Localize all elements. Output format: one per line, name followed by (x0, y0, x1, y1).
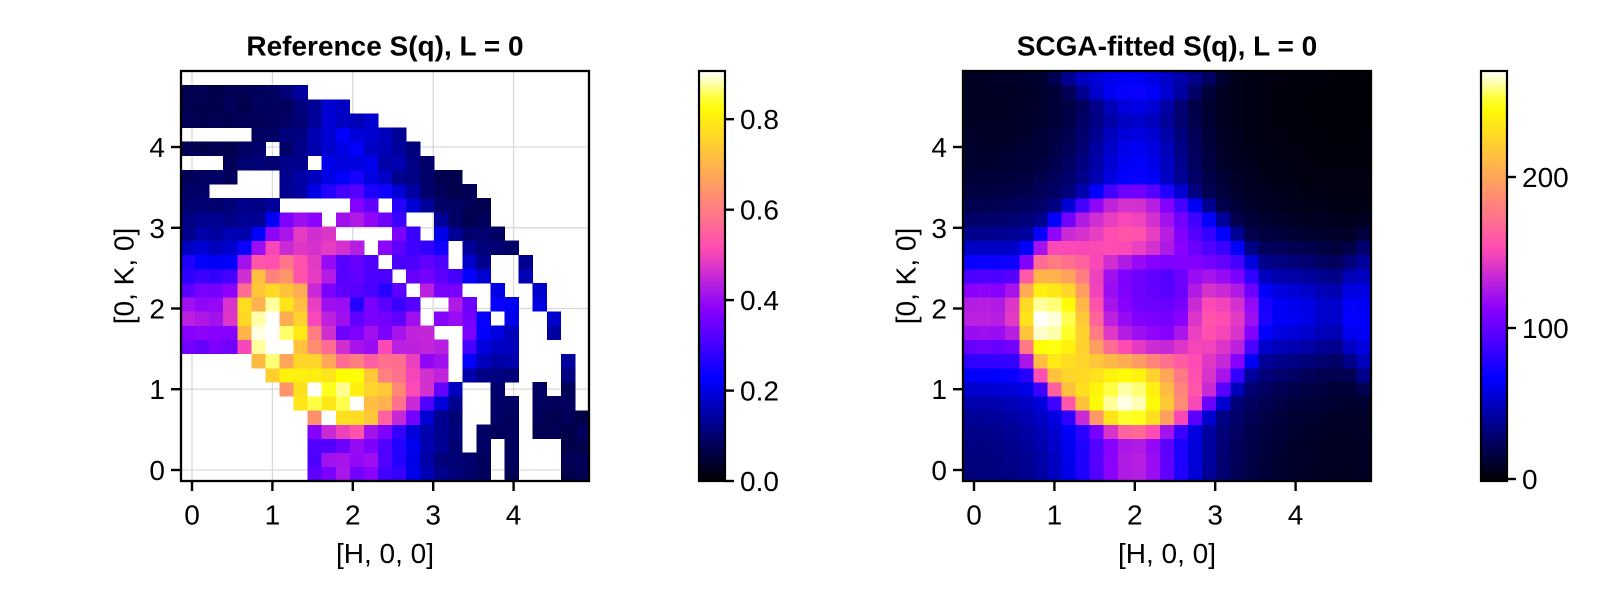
svg-text:3: 3 (1207, 500, 1223, 531)
svg-text:2: 2 (345, 500, 361, 531)
svg-text:4: 4 (1288, 500, 1304, 531)
svg-text:1: 1 (265, 500, 281, 531)
svg-text:0: 0 (966, 500, 982, 531)
svg-text:4: 4 (149, 132, 165, 163)
svg-text:3: 3 (425, 500, 441, 531)
svg-text:[0, K, 0]: [0, K, 0] (109, 228, 140, 325)
svg-text:4: 4 (931, 132, 947, 163)
svg-text:0: 0 (1522, 464, 1538, 495)
svg-text:0.0: 0.0 (740, 466, 779, 497)
svg-text:SCGA-fitted S(q), L = 0: SCGA-fitted S(q), L = 0 (1017, 31, 1318, 62)
svg-text:1: 1 (1047, 500, 1063, 531)
svg-text:0.6: 0.6 (740, 195, 779, 226)
svg-text:100: 100 (1522, 313, 1569, 344)
svg-text:0: 0 (149, 455, 165, 486)
svg-text:3: 3 (149, 213, 165, 244)
svg-text:0: 0 (931, 455, 947, 486)
svg-text:[H, 0, 0]: [H, 0, 0] (336, 538, 434, 569)
svg-text:3: 3 (931, 213, 947, 244)
svg-text:0.4: 0.4 (740, 285, 779, 316)
svg-text:0.2: 0.2 (740, 376, 779, 407)
svg-text:2: 2 (149, 294, 165, 325)
svg-text:1: 1 (149, 374, 165, 405)
svg-text:200: 200 (1522, 162, 1569, 193)
svg-text:0: 0 (184, 500, 200, 531)
svg-text:Reference S(q), L = 0: Reference S(q), L = 0 (246, 31, 523, 62)
svg-text:2: 2 (931, 294, 947, 325)
svg-text:0.8: 0.8 (740, 104, 779, 135)
svg-text:1: 1 (931, 374, 947, 405)
svg-text:2: 2 (1127, 500, 1143, 531)
svg-text:4: 4 (506, 500, 522, 531)
svg-text:[H, 0, 0]: [H, 0, 0] (1118, 538, 1216, 569)
svg-text:[0, K, 0]: [0, K, 0] (891, 228, 922, 325)
